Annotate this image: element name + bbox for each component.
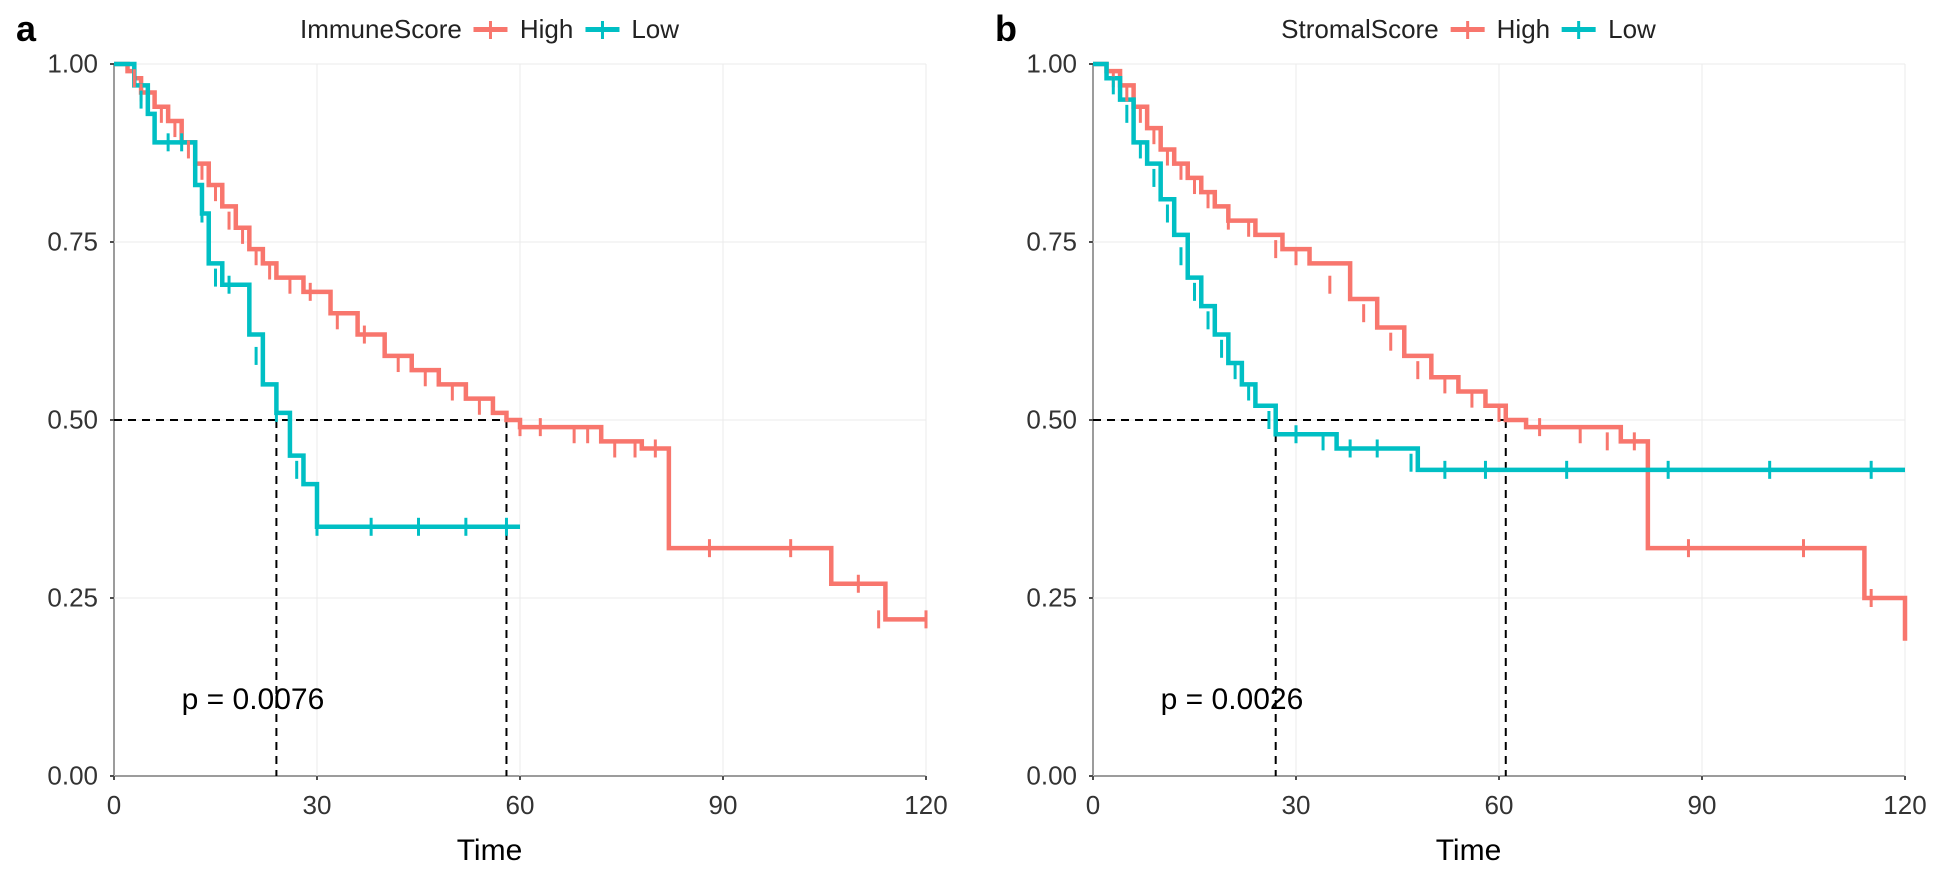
ytick-label: 0.25	[1017, 583, 1077, 614]
xtick-label: 60	[1485, 790, 1514, 821]
km-svg	[1089, 60, 1909, 780]
legend-swatch-low-a	[585, 25, 619, 35]
xtick-label: 30	[303, 790, 332, 821]
legend-label-high-b: High	[1497, 14, 1550, 45]
ytick-label: 0.75	[1017, 227, 1077, 258]
xtick-label: 30	[1282, 790, 1311, 821]
panel-a-label: a	[16, 8, 36, 50]
xtick-label: 60	[506, 790, 535, 821]
legend-swatch-low-b	[1562, 25, 1596, 35]
panel-b-legend: StromalScore High Low	[1281, 14, 1656, 45]
legend-label-low-a: Low	[631, 14, 679, 45]
panel-b: b StromalScore High Low Survival probabi…	[979, 0, 1958, 886]
legend-swatch-high-b	[1451, 25, 1485, 35]
xtick-label: 90	[1688, 790, 1717, 821]
pvalue-text: p = 0.0026	[1161, 683, 1304, 717]
xlabel-a: Time	[457, 834, 523, 868]
plot-area-a	[110, 60, 930, 780]
legend-swatch-high-a	[474, 25, 508, 35]
ytick-label: 0.25	[38, 583, 98, 614]
xtick-label: 0	[1086, 790, 1100, 821]
xtick-label: 120	[1883, 790, 1926, 821]
xtick-label: 0	[107, 790, 121, 821]
legend-title-a: ImmuneScore	[300, 14, 462, 45]
km-svg	[110, 60, 930, 780]
ytick-label: 1.00	[38, 49, 98, 80]
xtick-label: 120	[904, 790, 947, 821]
ytick-label: 0.00	[38, 761, 98, 792]
xtick-label: 90	[709, 790, 738, 821]
legend-title-b: StromalScore	[1281, 14, 1439, 45]
panel-b-label: b	[995, 8, 1017, 50]
legend-label-low-b: Low	[1608, 14, 1656, 45]
ytick-label: 0.00	[1017, 761, 1077, 792]
panel-a: a ImmuneScore High Low Survival probabil…	[0, 0, 979, 886]
panel-a-legend: ImmuneScore High Low	[300, 14, 679, 45]
legend-label-high-a: High	[520, 14, 573, 45]
ytick-label: 1.00	[1017, 49, 1077, 80]
ytick-label: 0.50	[38, 405, 98, 436]
ytick-label: 0.75	[38, 227, 98, 258]
pvalue-text: p = 0.0076	[182, 683, 325, 717]
figure-container: a ImmuneScore High Low Survival probabil…	[0, 0, 1958, 886]
ytick-label: 0.50	[1017, 405, 1077, 436]
xlabel-b: Time	[1436, 834, 1502, 868]
plot-area-b	[1089, 60, 1909, 780]
